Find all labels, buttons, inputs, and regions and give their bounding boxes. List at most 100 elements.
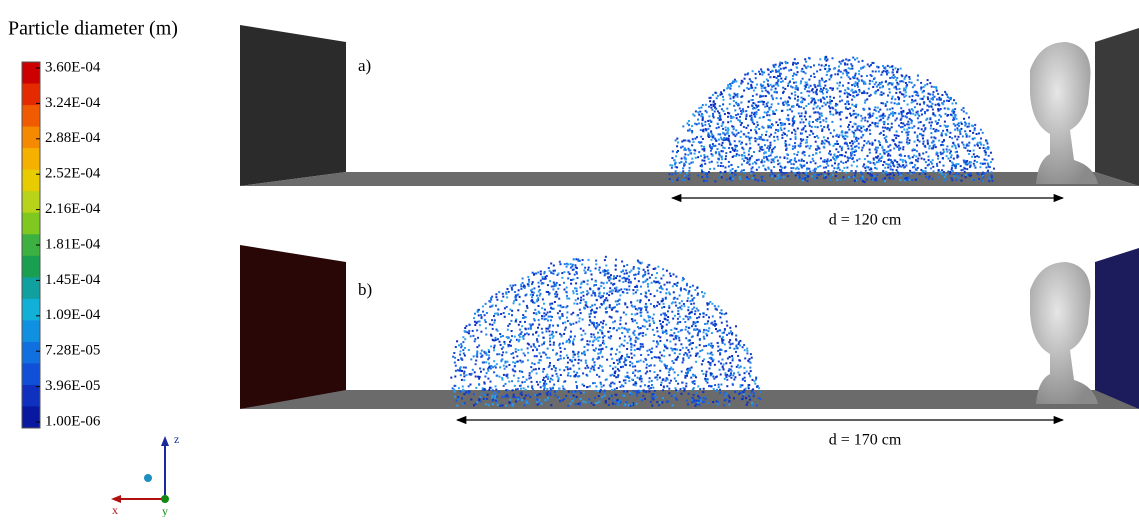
particle: [615, 394, 617, 396]
particle: [688, 175, 690, 177]
particle: [829, 96, 831, 98]
particle: [973, 150, 975, 152]
particle: [596, 307, 598, 309]
particle: [847, 126, 849, 128]
particle: [573, 398, 575, 400]
particle: [944, 176, 946, 178]
particle: [536, 295, 538, 297]
particle: [672, 404, 674, 406]
particle: [676, 166, 678, 168]
particle: [771, 159, 773, 161]
particle: [760, 84, 762, 86]
particle: [545, 314, 547, 316]
particle: [458, 387, 460, 389]
particle: [559, 318, 561, 320]
particle: [832, 174, 834, 176]
particle: [854, 59, 856, 61]
particle: [805, 142, 807, 144]
particle: [497, 338, 499, 340]
particle: [890, 102, 892, 104]
particle: [705, 104, 707, 106]
particle: [770, 144, 772, 146]
particle: [721, 309, 723, 311]
particle: [610, 354, 612, 356]
particle: [864, 181, 866, 183]
particle: [612, 321, 614, 323]
particle: [784, 101, 786, 103]
particle: [837, 151, 839, 153]
particle: [748, 387, 750, 389]
particle: [902, 159, 904, 161]
particle: [734, 174, 736, 176]
particle: [820, 88, 822, 90]
particle: [547, 378, 549, 380]
particle: [732, 156, 734, 158]
particle: [535, 368, 537, 370]
particle: [823, 136, 825, 138]
particle: [600, 351, 602, 353]
particle: [494, 392, 496, 394]
particle: [773, 148, 775, 150]
particle: [588, 398, 590, 400]
particle: [616, 387, 618, 389]
particle: [760, 68, 762, 70]
particle: [531, 385, 533, 387]
panel-b: b) d = 170 cm: [240, 245, 1139, 449]
particle: [919, 133, 921, 135]
particle: [805, 84, 807, 86]
particle: [857, 94, 859, 96]
particle: [699, 338, 701, 340]
particle: [942, 157, 944, 159]
particle: [941, 169, 943, 171]
particle: [870, 94, 872, 96]
particle: [838, 85, 840, 87]
particle: [538, 319, 540, 321]
particle: [793, 167, 795, 169]
particle: [987, 143, 989, 145]
particle: [463, 393, 465, 395]
particle: [475, 363, 477, 365]
particle: [815, 168, 817, 170]
particle: [629, 392, 631, 394]
particle: [492, 328, 494, 330]
particle: [866, 179, 868, 181]
particle: [750, 172, 752, 174]
particle: [639, 301, 641, 303]
particle: [603, 343, 605, 345]
particle: [495, 400, 497, 402]
particle: [698, 151, 700, 153]
particle: [915, 155, 917, 157]
particle: [511, 404, 513, 406]
particle: [720, 384, 722, 386]
particle: [676, 179, 678, 181]
particle: [480, 356, 482, 358]
particle: [790, 69, 792, 71]
particle: [619, 294, 621, 296]
particle: [545, 383, 547, 385]
particle: [530, 377, 532, 379]
particle: [470, 399, 472, 401]
particle: [841, 149, 843, 151]
particle: [677, 310, 679, 312]
particle: [675, 155, 677, 157]
particle: [745, 397, 747, 399]
particle: [954, 116, 956, 118]
particle: [753, 151, 755, 153]
particle: [586, 290, 588, 292]
particle: [479, 368, 481, 370]
particle: [631, 357, 633, 359]
particle: [742, 398, 744, 400]
particle: [592, 359, 594, 361]
particle: [973, 153, 975, 155]
particle: [463, 373, 465, 375]
particle: [986, 172, 988, 174]
particle: [538, 368, 540, 370]
particle: [731, 132, 733, 134]
particle: [841, 60, 843, 62]
particle: [699, 111, 701, 113]
particle: [913, 166, 915, 168]
particle: [772, 110, 774, 112]
particle: [930, 127, 932, 129]
particle: [750, 171, 752, 173]
particle: [691, 401, 693, 403]
